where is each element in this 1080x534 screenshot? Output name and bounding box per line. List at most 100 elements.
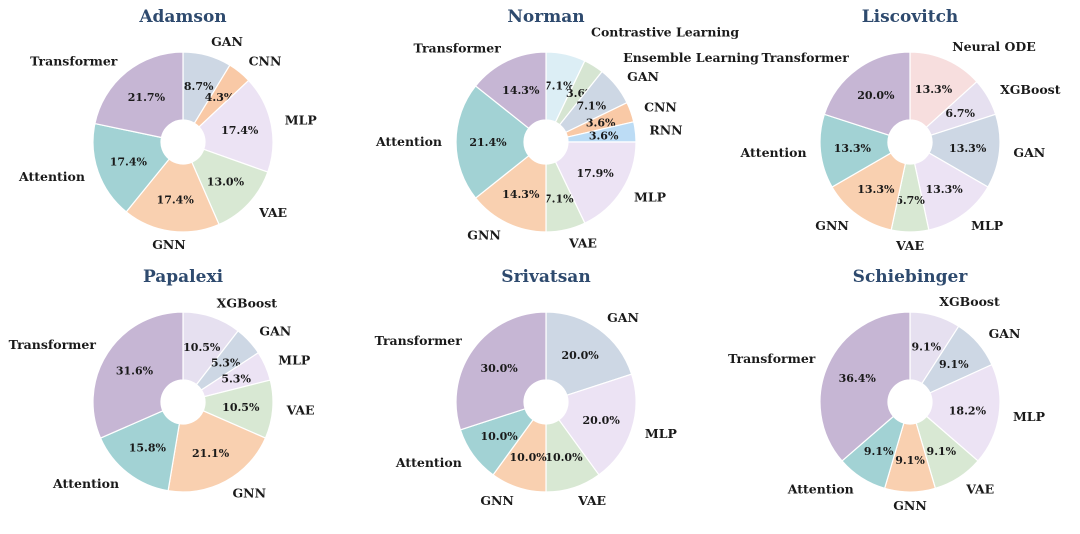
slice-percent-label: 20.0% xyxy=(583,414,621,427)
slice-category-label: MLP xyxy=(645,426,678,441)
chart-title: Srivatsan xyxy=(501,267,590,287)
slice-percent-label: 13.3% xyxy=(834,142,872,155)
pie-slice xyxy=(94,51,184,139)
slice-category-label: Attention xyxy=(395,455,462,470)
slice-percent-label: 8.7% xyxy=(184,80,214,93)
chart-title: Papalexi xyxy=(143,267,224,287)
pie-slice xyxy=(474,51,547,130)
slice-category-label: GNN xyxy=(815,218,849,233)
pie-chart-5: Schiebinger 9.1% XGBoost 9.1% GAN 18.2% MLP 9.1… xyxy=(728,267,1045,513)
slice-category-label: GAN xyxy=(1013,145,1045,160)
slice-percent-label: 21.7% xyxy=(128,91,166,104)
slice-category-label: GAN xyxy=(211,34,243,49)
slice-percent-label: 21.4% xyxy=(469,136,507,149)
pie-slice xyxy=(92,311,184,439)
slice-category-label: GNN xyxy=(152,237,186,252)
slice-percent-label: 3.6% xyxy=(589,129,619,142)
slice-category-label: VAE xyxy=(895,238,924,253)
pie-slice xyxy=(823,51,911,136)
slice-category-label: MLP xyxy=(278,352,311,367)
slice-percent-label: 17.4% xyxy=(157,193,195,206)
slice-category-label: GAN xyxy=(627,69,659,84)
chart-title: Norman xyxy=(507,7,584,27)
slice-percent-label: 5.3% xyxy=(211,357,241,370)
pie-slice xyxy=(819,311,911,462)
pie-slice xyxy=(928,113,1001,188)
slice-category-label: RNN xyxy=(649,122,682,137)
pie-slice xyxy=(198,79,274,173)
slice-category-label: XGBoost xyxy=(217,296,278,311)
slice-percent-label: 13.0% xyxy=(207,176,245,189)
slice-percent-label: 10.5% xyxy=(222,401,260,414)
slice-category-label: VAE xyxy=(965,481,994,496)
slice-category-label: XGBoost xyxy=(1000,82,1061,97)
chart-title: Liscovitch xyxy=(862,7,959,27)
pie-chart-1: Norman 7.1% Contrastive Learning 3.6% Ensemb… xyxy=(375,7,759,250)
slice-category-label: Transformer xyxy=(30,53,118,68)
slice-category-label: MLP xyxy=(1013,409,1046,424)
slice-category-label: GAN xyxy=(989,326,1021,341)
slice-category-label: VAE xyxy=(568,235,597,250)
pie-slice xyxy=(455,311,547,431)
slice-percent-label: 14.3% xyxy=(502,188,540,201)
pie-slice xyxy=(913,152,989,231)
pie-slice xyxy=(99,410,181,492)
pie-chart-2: Liscovitch 13.3% Neural ODE 6.7% XGBoost 13.3… xyxy=(740,7,1061,253)
slice-percent-label: 6.7% xyxy=(895,194,925,207)
slice-category-label: GNN xyxy=(467,228,501,243)
slice-percent-label: 31.6% xyxy=(116,364,154,377)
slice-category-label: MLP xyxy=(634,189,667,204)
slice-percent-label: 30.0% xyxy=(480,362,518,375)
slice-percent-label: 20.0% xyxy=(857,89,895,102)
slice-percent-label: 9.1% xyxy=(939,358,969,371)
slice-percent-label: 13.3% xyxy=(857,183,895,196)
slice-category-label: Transformer xyxy=(375,333,463,348)
pie-slice xyxy=(167,410,267,493)
pie-slice xyxy=(545,311,633,396)
slice-category-label: CNN xyxy=(644,99,677,114)
slice-category-label: Transformer xyxy=(414,40,502,55)
slice-category-label: Attention xyxy=(18,169,85,184)
slice-category-label: Transformer xyxy=(728,351,816,366)
slice-percent-label: 10.0% xyxy=(545,451,583,464)
slice-percent-label: 13.3% xyxy=(915,83,953,96)
slice-category-label: Neural ODE xyxy=(952,39,1036,54)
slice-percent-label: 14.3% xyxy=(502,84,540,97)
slice-percent-label: 13.3% xyxy=(949,142,987,155)
slice-category-label: Transformer xyxy=(762,50,850,65)
slice-category-label: MLP xyxy=(971,218,1004,233)
pie-chart-3: Papalexi 10.5% XGBoost 5.3% GAN 5.3% MLP 10.5% V… xyxy=(9,267,315,500)
slice-category-label: Attention xyxy=(52,476,119,491)
slice-percent-label: 36.4% xyxy=(839,372,877,385)
slice-category-label: XGBoost xyxy=(939,294,1000,309)
slice-percent-label: 9.1% xyxy=(864,445,894,458)
slice-category-label: Contrastive Learning xyxy=(591,25,739,40)
slice-percent-label: 7.1% xyxy=(544,79,574,92)
slice-percent-label: 6.7% xyxy=(945,107,975,120)
pie-slice xyxy=(819,113,892,188)
slice-percent-label: 20.0% xyxy=(561,349,599,362)
slice-percent-label: 17.4% xyxy=(221,124,259,137)
pie-slice xyxy=(558,373,637,476)
slice-category-label: GAN xyxy=(259,323,291,338)
slice-percent-label: 18.2% xyxy=(949,404,987,417)
slice-percent-label: 3.6% xyxy=(586,117,616,130)
slice-category-label: GNN xyxy=(232,485,266,500)
slice-percent-label: 7.1% xyxy=(576,100,606,113)
slice-category-label: VAE xyxy=(577,493,606,508)
slice-percent-label: 13.3% xyxy=(925,183,963,196)
slice-category-label: GNN xyxy=(893,498,927,513)
slice-percent-label: 10.0% xyxy=(509,451,547,464)
pie-slice xyxy=(125,158,220,233)
slice-category-label: Attention xyxy=(740,145,807,160)
slice-category-label: Transformer xyxy=(9,337,97,352)
slice-percent-label: 5.3% xyxy=(221,373,251,386)
slice-percent-label: 21.1% xyxy=(192,447,230,460)
slice-percent-label: 10.0% xyxy=(480,430,518,443)
pie-slice xyxy=(909,51,978,129)
slice-percent-label: 17.9% xyxy=(576,167,614,180)
slice-category-label: VAE xyxy=(258,205,287,220)
slice-percent-label: 15.8% xyxy=(129,442,167,455)
slice-category-label: MLP xyxy=(285,113,318,128)
